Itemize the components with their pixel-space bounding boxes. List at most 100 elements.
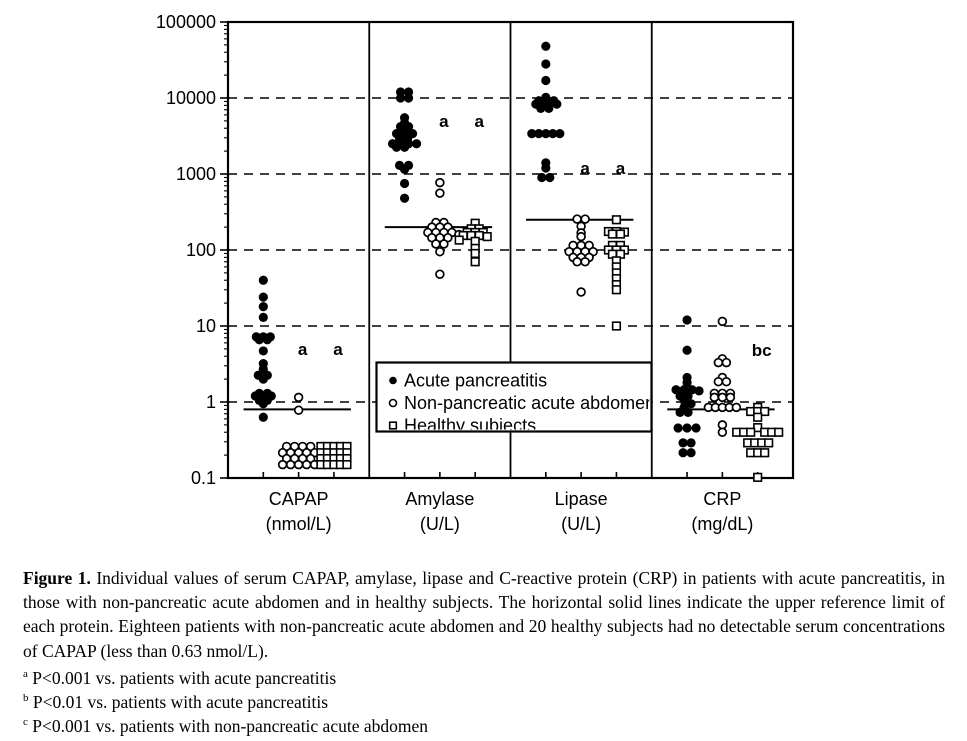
data-point [541, 41, 551, 51]
data-point [258, 312, 268, 322]
data-point [721, 376, 732, 387]
data-point [435, 177, 445, 188]
plot-border [226, 20, 795, 480]
data-point [399, 142, 410, 152]
data-point [615, 229, 626, 239]
data-point [254, 335, 264, 345]
figure-caption: Figure 1. Individual values of serum CAP… [23, 566, 945, 738]
data-point [552, 99, 562, 109]
panel-unit: (U/L) [420, 514, 460, 534]
data-point [686, 438, 696, 448]
data-point [391, 142, 402, 152]
footnote-b-text: P<0.01 vs. patients with acute pancreati… [32, 692, 329, 713]
data-point [454, 235, 464, 245]
legend-marker-open-circle [388, 398, 398, 408]
data-point [258, 292, 268, 302]
data-point [262, 335, 272, 345]
data-point [678, 448, 688, 458]
data-point [576, 231, 586, 242]
panel-unit: (U/L) [561, 514, 601, 534]
data-point [399, 164, 410, 174]
data-point [545, 172, 555, 183]
data-point [611, 321, 622, 331]
data-point [682, 377, 692, 388]
data-point [293, 459, 304, 470]
footnote-b: b P<0.01 vs. patients with acute pancrea… [23, 690, 945, 714]
data-point [682, 345, 692, 355]
legend-label: Non-pancreatic acute abdomen [404, 393, 655, 413]
data-point [536, 103, 546, 113]
data-point [470, 257, 480, 267]
legend-label: Acute pancreatitis [404, 371, 547, 391]
panel-label: Amylase [405, 489, 474, 509]
data-point [541, 75, 551, 86]
data-point [435, 188, 445, 198]
data-point [753, 423, 763, 433]
data-point [555, 129, 565, 139]
data-point [544, 103, 554, 113]
data-point [527, 129, 537, 139]
y-tick-label: 0.1 [191, 468, 216, 488]
data-point [399, 178, 410, 189]
data-point [717, 392, 728, 403]
data-point [580, 257, 590, 267]
y-tick-label: 1 [206, 392, 216, 412]
significance-annotation: a [580, 159, 590, 178]
data-point [399, 193, 410, 203]
data-point [607, 229, 618, 239]
data-point [534, 129, 544, 139]
data-point [678, 438, 688, 448]
y-tick-label: 10000 [166, 88, 216, 108]
figure-label: Figure 1. [23, 568, 91, 588]
data-point [725, 392, 736, 403]
panel-label: CAPAP [269, 489, 329, 509]
legend-box [375, 361, 653, 433]
data-point [439, 239, 449, 249]
data-point [717, 427, 728, 437]
data-point [580, 214, 590, 224]
data-point [682, 315, 692, 325]
chart-area: 0.1 1 10 100 1000 10000 100000 a a CAPAP (nmol/L) a… [156, 12, 795, 534]
panel-unit: (nmol/L) [266, 514, 332, 534]
data-point [679, 395, 689, 405]
legend-marker-open-square [388, 421, 398, 430]
footnote-c: c P<0.001 vs. patients with non-pancreat… [23, 714, 945, 738]
data-point [541, 163, 551, 173]
data-point [675, 407, 685, 417]
caption-footnotes: a P<0.001 vs. patients with acute pancre… [23, 666, 945, 739]
figure-chart: 0.1 1 10 100 1000 10000 100000 a a CAPAP (nmol/L) a… [156, 12, 795, 534]
data-point [258, 275, 268, 285]
legend-label: Healthy subjects [404, 416, 536, 436]
data-point [482, 232, 492, 242]
significance-annotation: a [298, 340, 308, 359]
data-point [774, 427, 784, 437]
significance-annotation: a [474, 112, 484, 131]
y-tick-label: 10 [196, 316, 216, 336]
data-point [431, 239, 441, 249]
data-point [541, 129, 551, 139]
significance-annotation: a [616, 159, 626, 178]
data-point [683, 407, 693, 417]
significance-annotation: bc [752, 341, 772, 360]
data-point [258, 399, 268, 409]
footnote-c-marker: c [23, 716, 28, 729]
panel-label: CRP [703, 489, 741, 509]
panel-label: Lipase [555, 489, 608, 509]
data-point [709, 392, 720, 403]
data-point [576, 287, 586, 297]
data-point [258, 346, 268, 356]
data-point [673, 423, 683, 433]
data-point [541, 59, 551, 69]
significance-annotation: a [439, 112, 449, 131]
data-point [258, 301, 268, 312]
significance-annotation: a [333, 340, 343, 359]
data-point [293, 405, 304, 415]
data-point [764, 438, 774, 448]
data-point [572, 257, 582, 267]
data-point [403, 93, 414, 103]
data-point [686, 399, 696, 409]
data-point [682, 423, 692, 433]
caption-paragraph: Figure 1. Individual values of serum CAP… [23, 566, 945, 663]
legend-marker-filled-circle [389, 376, 397, 385]
data-point [753, 412, 763, 422]
